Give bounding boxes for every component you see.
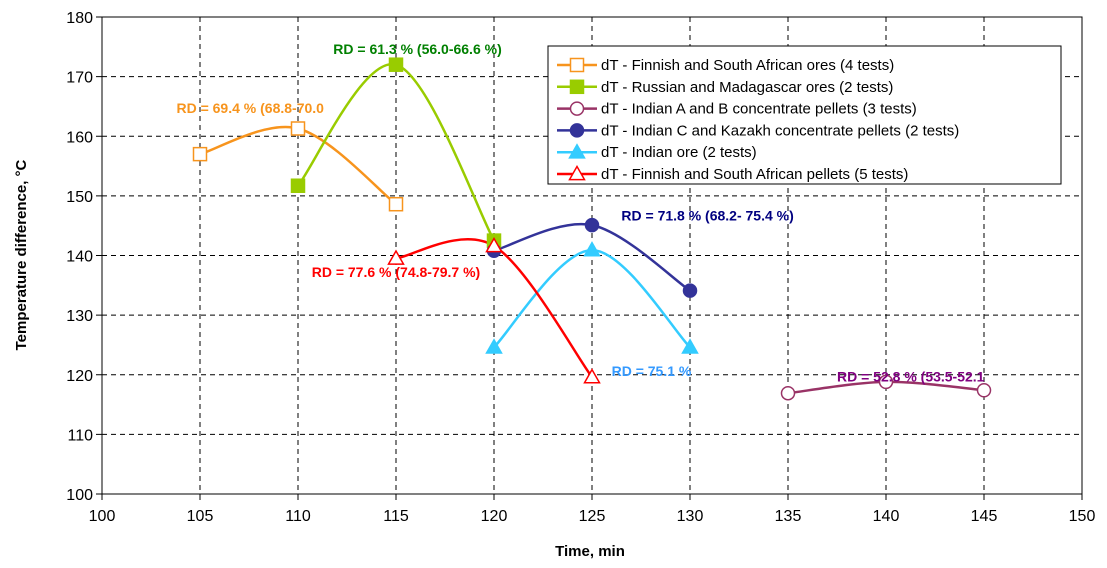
- data-point-series-5: [681, 338, 699, 354]
- data-point-series-4: [584, 217, 600, 233]
- rd-annotation: RD = 52.8 % (53.5-52.1: [837, 368, 985, 384]
- series-markers: [192, 57, 992, 401]
- legend-marker: [569, 79, 585, 95]
- y-tick-label: 150: [66, 189, 93, 206]
- legend-item-dt-indian-a-and-b-concentrate-pellets-3-tests: dT - Indian A and B concentrate pellets …: [601, 101, 917, 118]
- legend-marker: [569, 101, 585, 116]
- rd-annotation: RD = 61.3 % (56.0-66.6 %): [333, 41, 501, 57]
- data-point-series-6: [387, 249, 405, 265]
- rd-annotation: RD = 71.8 % (68.2- 75.4 %): [621, 207, 793, 223]
- x-tick-label: 100: [89, 508, 116, 525]
- x-tick-label: 105: [187, 508, 214, 525]
- y-tick-label: 140: [66, 249, 93, 266]
- x-tick-label: 150: [1069, 508, 1096, 525]
- y-tick-label: 160: [66, 129, 93, 146]
- y-tick-label: 100: [66, 487, 93, 504]
- legend-item-dt-russian-and-madagascar-ores-2-tests: dT - Russian and Madagascar ores (2 test…: [601, 79, 893, 96]
- y-tick-label: 170: [66, 70, 93, 87]
- data-point-series-6: [583, 368, 601, 384]
- data-point-series-5: [485, 338, 503, 354]
- data-point-series-3: [976, 383, 992, 398]
- legend-marker: [569, 57, 585, 73]
- data-point-series-1: [192, 146, 208, 162]
- x-tick-label: 145: [971, 508, 998, 525]
- legend-item-dt-finnish-and-south-african-ores-4-tests: dT - Finnish and South African ores (4 t…: [601, 57, 894, 74]
- y-tick-label: 130: [66, 308, 93, 325]
- legend-item-dt-indian-c-and-kazakh-concentrate-pellets-2-tests: dT - Indian C and Kazakh concentrate pel…: [601, 122, 959, 139]
- legend-marker: [569, 123, 585, 138]
- x-tick-label: 120: [481, 508, 508, 525]
- data-point-series-3: [780, 385, 796, 401]
- axes: [96, 16, 1083, 500]
- y-tick-label: 110: [67, 427, 93, 444]
- rd-annotation: RD = 75.1 %: [612, 363, 692, 379]
- x-tick-label: 140: [873, 508, 900, 525]
- data-point-series-4: [682, 283, 698, 298]
- y-tick-label: 120: [66, 368, 93, 385]
- x-tick-labels: 100 105 110 115 120 125 130 135 140 145 150: [89, 508, 1096, 525]
- x-axis-title: Time, min: [555, 543, 625, 560]
- y-tick-labels: 100 110 120 130 140 150 160 170 180: [66, 10, 93, 504]
- data-point-series-6: [485, 236, 503, 253]
- y-tick-label: 180: [66, 10, 93, 27]
- legend-marker: [568, 143, 586, 159]
- data-point-series-5: [583, 241, 601, 257]
- annotations: RD = 69.4 % (68.8-70.0 RD = 61.3 % (56.0-…: [176, 41, 984, 384]
- legend-box: [547, 45, 1062, 185]
- legend-item-dt-indian-ore-2-tests: dT - Indian ore (2 tests): [601, 144, 757, 161]
- legend-item-dt-finnish-and-south-african-pellets-5-tests: dT - Finnish and South African pellets (…: [601, 166, 908, 183]
- x-tick-label: 115: [383, 508, 409, 525]
- x-tick-label: 135: [775, 508, 802, 525]
- legend: dT - Finnish and South African ores (4 t…: [547, 45, 1062, 185]
- data-point-series-1: [290, 121, 306, 136]
- data-point-series-3: [878, 374, 894, 390]
- y-axis-title: Temperature difference, °C: [13, 159, 30, 350]
- data-point-series-1: [388, 196, 404, 212]
- legend-marker: [568, 164, 586, 181]
- x-tick-label: 125: [579, 508, 606, 525]
- data-point-series-2: [388, 57, 404, 72]
- x-tick-label: 130: [677, 508, 704, 525]
- rd-annotation: RD = 77.6 % (74.8-79.7 %): [312, 264, 480, 280]
- rd-annotation: RD = 69.4 % (68.8-70.0: [176, 100, 324, 116]
- x-tick-label: 110: [285, 508, 311, 525]
- data-point-series-2: [290, 178, 306, 193]
